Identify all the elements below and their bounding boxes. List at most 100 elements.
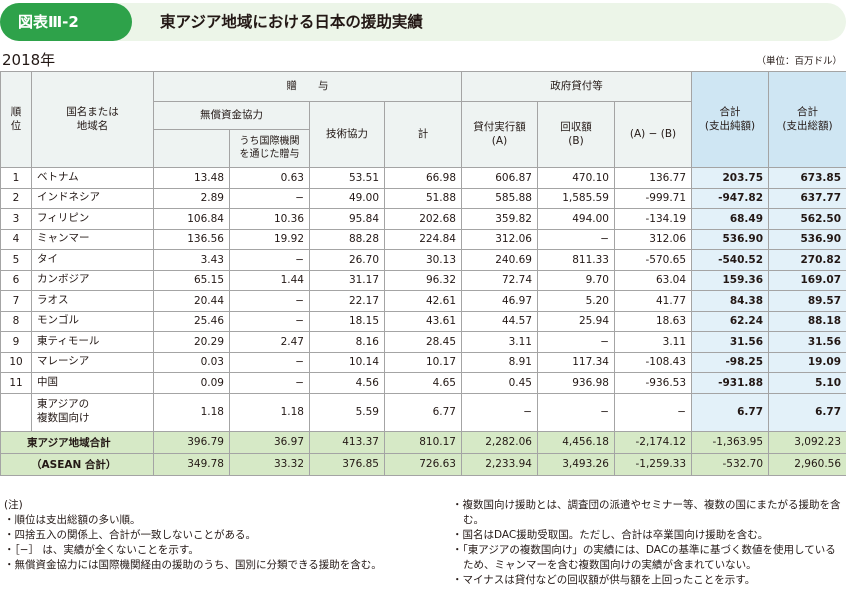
cell-disbursed: 72.74 xyxy=(461,269,538,291)
cell-grant-aid: 25.46 xyxy=(153,310,230,332)
cell-via-intl: 1.18 xyxy=(229,392,310,432)
cell-recovered: − xyxy=(537,228,615,250)
cell-net: 203.75 xyxy=(691,167,770,189)
figure-title: 東アジア地域における日本の援助実績 xyxy=(160,13,423,31)
cell-technical: 53.51 xyxy=(309,167,385,189)
table-row: 5 タイ 3.43−26.70 30.13 240.69 811.33 -570.65 -54… xyxy=(0,249,846,271)
cell-recovered: − xyxy=(537,331,615,353)
cell-rank: 2 xyxy=(0,187,32,209)
cell-disbursed: 585.88 xyxy=(461,187,538,209)
cell-net: 84.38 xyxy=(691,290,770,312)
table-body: 1 ベトナム 13.48 0.63 53.51 66.98 606.87 470.10 136.… xyxy=(0,167,846,476)
cell-disbursed: 0.45 xyxy=(461,372,538,394)
cell-net: 68.49 xyxy=(691,208,770,230)
cell-country: ミャンマー xyxy=(31,228,154,250)
cell-diff: -108.43 xyxy=(613,351,693,373)
cell-recovered: − xyxy=(537,392,615,432)
figure-header: 図表Ⅲ-2 東アジア地域における日本の援助実績 xyxy=(0,0,846,44)
cell-via-intl: − xyxy=(229,249,310,271)
cell-country: 中国 xyxy=(31,372,154,394)
note-item: ・複数国向け援助とは、調査団の派遣やセミナー等、複数の国にまたがる援助を含む。 xyxy=(452,499,841,526)
cell-country: タイ xyxy=(31,249,154,271)
header-bar xyxy=(0,3,846,41)
cell-country: ラオス xyxy=(31,290,154,312)
cell-gross: 31.56 xyxy=(768,331,846,353)
cell-diff: 41.77 xyxy=(613,290,693,312)
cell-net: -1,363.95 xyxy=(691,430,770,454)
cell-via-intl: 36.97 xyxy=(229,430,310,454)
cell-gross: 5.10 xyxy=(768,372,846,394)
cell-disbursed: 2,282.06 xyxy=(461,430,538,454)
note-item: ・［−］ は、実績が全くないことを示す。 xyxy=(4,544,199,556)
cell-gross: 270.82 xyxy=(768,249,846,271)
cell-recovered: 4,456.18 xyxy=(537,430,615,454)
cell-technical: 4.56 xyxy=(309,372,385,394)
col-net: 合計 (支出純額) xyxy=(691,71,770,168)
table-row: 7 ラオス 20.44−22.17 42.61 46.97 5.20 41.77 84.38 8… xyxy=(0,290,846,312)
cell-rank: 5 xyxy=(0,249,32,271)
cell-disbursed: 606.87 xyxy=(461,167,538,189)
notes-right: ・複数国向け援助とは、調査団の派遣やセミナー等、複数の国にまたがる援助を含む。 … xyxy=(452,498,844,588)
cell-technical: 26.70 xyxy=(309,249,385,271)
cell-diff: -2,174.12 xyxy=(613,430,693,454)
cell-grant-total: 4.65 xyxy=(384,372,462,394)
cell-gross: 3,092.23 xyxy=(768,430,846,454)
col-grant-aid-spacer xyxy=(153,129,230,168)
cell-disbursed: 44.57 xyxy=(461,310,538,332)
cell-via-intl: 0.63 xyxy=(229,167,310,189)
table-row: 3 フィリピン 106.84 10.36 95.84 202.68 359.82 494.00… xyxy=(0,208,846,230)
cell-country: カンボジア xyxy=(31,269,154,291)
cell-grant-total: 66.98 xyxy=(384,167,462,189)
cell-grant-aid: 3.43 xyxy=(153,249,230,271)
cell-grant-aid: 396.79 xyxy=(153,430,230,454)
cell-country: フィリピン xyxy=(31,208,154,230)
cell-technical: 18.15 xyxy=(309,310,385,332)
cell-technical: 88.28 xyxy=(309,228,385,250)
cell-disbursed: 8.91 xyxy=(461,351,538,373)
cell-grant-total: 6.77 xyxy=(384,392,462,432)
cell-net: -931.88 xyxy=(691,372,770,394)
cell-recovered: 9.70 xyxy=(537,269,615,291)
cell-grant-aid: 349.78 xyxy=(153,452,230,476)
cell-net: -532.70 xyxy=(691,452,770,476)
cell-grant-aid: 0.03 xyxy=(153,351,230,373)
cell-disbursed: 312.06 xyxy=(461,228,538,250)
cell-recovered: 5.20 xyxy=(537,290,615,312)
cell-disbursed: 2,233.94 xyxy=(461,452,538,476)
cell-via-intl: − xyxy=(229,290,310,312)
cell-gross: 6.77 xyxy=(768,392,846,432)
cell-recovered: 1,585.59 xyxy=(537,187,615,209)
cell-gross: 2,960.56 xyxy=(768,452,846,476)
cell-net: -540.52 xyxy=(691,249,770,271)
note-item: ・順位は支出総額の多い順。 xyxy=(4,514,141,526)
cell-rank: 8 xyxy=(0,310,32,332)
notes-left: (注) ・順位は支出総額の多い順。 ・四捨五入の関係上、合計が一致しないことがあ… xyxy=(4,498,434,573)
cell-via-intl: 2.47 xyxy=(229,331,310,353)
cell-disbursed: 240.69 xyxy=(461,249,538,271)
cell-grant-aid: 20.44 xyxy=(153,290,230,312)
cell-grant-aid: 65.15 xyxy=(153,269,230,291)
cell-grant-aid: 1.18 xyxy=(153,392,230,432)
cell-disbursed: 359.82 xyxy=(461,208,538,230)
cell-via-intl: − xyxy=(229,187,310,209)
cell-rank: 10 xyxy=(0,351,32,373)
cell-country: インドネシア xyxy=(31,187,154,209)
cell-gross: 19.09 xyxy=(768,351,846,373)
cell-technical: 413.37 xyxy=(309,430,385,454)
col-grant-group: 贈 与 xyxy=(153,71,462,102)
col-grant-aid: 無償資金協力 xyxy=(153,101,310,130)
col-recovered: 回収額 (B) xyxy=(537,101,615,168)
table-row: 11 中国 0.09−4.56 4.65 0.45 936.98 -936.53 -931.8… xyxy=(0,372,846,394)
cell-via-intl: − xyxy=(229,310,310,332)
col-loan-group: 政府貸付等 xyxy=(460,71,693,102)
col-disbursed: 貸付実行額 (A) xyxy=(461,101,538,168)
cell-gross: 89.57 xyxy=(768,290,846,312)
cell-via-intl: − xyxy=(229,351,310,373)
cell-grant-total: 43.61 xyxy=(384,310,462,332)
cell-technical: 5.59 xyxy=(309,392,385,432)
table-row: 10 マレーシア 0.03−10.14 10.17 8.91 117.34 -108.43-… xyxy=(0,351,846,373)
cell-technical: 8.16 xyxy=(309,331,385,353)
cell-gross: 673.85 xyxy=(768,167,846,189)
cell-net: 62.24 xyxy=(691,310,770,332)
table-row: 4 ミャンマー 136.56 19.92 88.28 224.84 312.06−312.0… xyxy=(0,228,846,250)
